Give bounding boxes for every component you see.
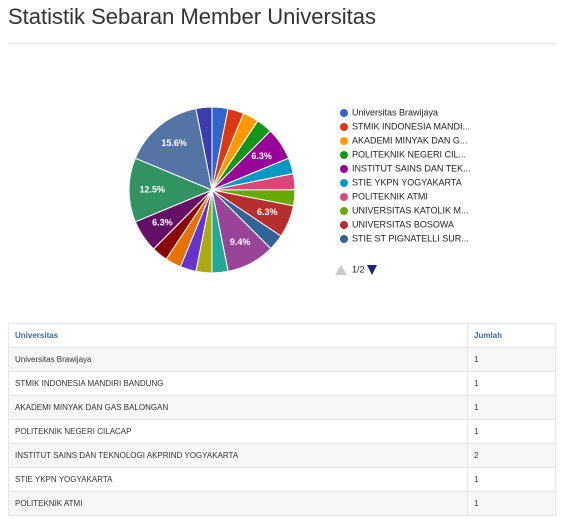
column-header: Jumlah: [467, 323, 556, 348]
legend-marker: [340, 193, 348, 201]
table-row: POLITEKNIK NEGERI CILACAP 1: [8, 419, 556, 444]
table-body: Universitas Brawijaya 1 STMIK INDONESIA MA…: [8, 347, 556, 516]
table-cell: 1: [467, 347, 556, 372]
pie-slice: [128, 157, 214, 223]
table-row: INSTITUT SAINS DAN TEKNOLOGI AKPRIND YOG…: [8, 443, 556, 468]
slice-label: 12.5%: [139, 184, 165, 194]
legend-label: POLITEKNIK NEGERI CIL...: [352, 149, 466, 159]
slice-label: 15.6%: [161, 138, 187, 148]
table-cell: 1: [467, 371, 556, 396]
slice-label: 6.3%: [257, 207, 278, 217]
table: Universitas Jumlah Universitas Brawijaya 1…: [8, 323, 556, 516]
column-header: Universitas: [8, 323, 468, 348]
table-cell: 2: [467, 443, 556, 468]
pie-slice: [134, 107, 213, 191]
table-cell: AKADEMI MINYAK DAN GAS BALONGAN: [8, 395, 468, 420]
table-cell: POLITEKNIK ATMI: [8, 491, 468, 516]
pie-chart: 1/2 6.3% 6.3% 9.4% 6.3% 12.5% 15.6% Universita…: [128, 106, 471, 275]
legend-marker: [340, 151, 348, 159]
table-cell: 1: [467, 419, 556, 444]
table-cell: 1: [467, 491, 556, 516]
legend-marker: [340, 165, 348, 173]
table-row: POLITEKNIK ATMI 1: [8, 491, 556, 516]
table-cell: Universitas Brawijaya: [8, 347, 468, 372]
legend-marker: [340, 109, 348, 117]
table-row: Universitas Brawijaya 1: [8, 347, 556, 372]
legend-label: INSTITUT SAINS DAN TEK...: [352, 163, 471, 173]
legend-marker: [340, 207, 348, 215]
legend-label: Universitas Brawijaya: [352, 107, 438, 117]
slice-label: 6.3%: [152, 218, 173, 228]
legend-marker: [340, 179, 348, 187]
divider: [8, 43, 556, 44]
table-cell: 1: [467, 395, 556, 420]
table-cell: INSTITUT SAINS DAN TEKNOLOGI AKPRIND YOG…: [8, 443, 468, 468]
table-cell: STMIK INDONESIA MANDIRI BANDUNG: [8, 371, 468, 396]
legend-prev[interactable]: [335, 265, 347, 275]
legend-marker: [340, 123, 348, 131]
legend-label: STMIK INDONESIA MANDI...: [352, 121, 470, 131]
table-row: AKADEMI MINYAK DAN GAS BALONGAN 1: [8, 395, 556, 420]
legend-label: UNIVERSITAS KATOLIK M...: [352, 205, 469, 215]
legend-marker: [340, 221, 348, 229]
table-cell: STIE YKPN YOGYAKARTA: [8, 467, 468, 492]
slice-label: 6.3%: [251, 151, 272, 161]
page-title: Statistik Sebaran Member Universitas: [8, 4, 377, 29]
legend-marker: [340, 137, 348, 145]
slice-label: 9.4%: [230, 237, 251, 247]
table-header: Universitas Jumlah: [8, 323, 556, 348]
legend-next[interactable]: [367, 265, 377, 275]
legend-label: AKADEMI MINYAK DAN G...: [352, 135, 467, 145]
legend-page: 1/2: [352, 264, 365, 274]
legend-label: STIE YKPN YOGYAKARTA: [352, 177, 462, 187]
table-cell: 1: [467, 467, 556, 492]
legend-label: UNIVERSITAS BOSOWA: [352, 219, 454, 229]
legend-label: STIE ST PIGNATELLI SUR...: [352, 233, 469, 243]
table-row: STMIK INDONESIA MANDIRI BANDUNG 1: [8, 371, 556, 396]
table-cell: POLITEKNIK NEGERI CILACAP: [8, 419, 468, 444]
pie-slice: [195, 106, 213, 191]
legend-label: POLITEKNIK ATMI: [352, 191, 428, 201]
table-row: STIE YKPN YOGYAKARTA 1: [8, 467, 556, 492]
legend-marker: [340, 235, 348, 243]
